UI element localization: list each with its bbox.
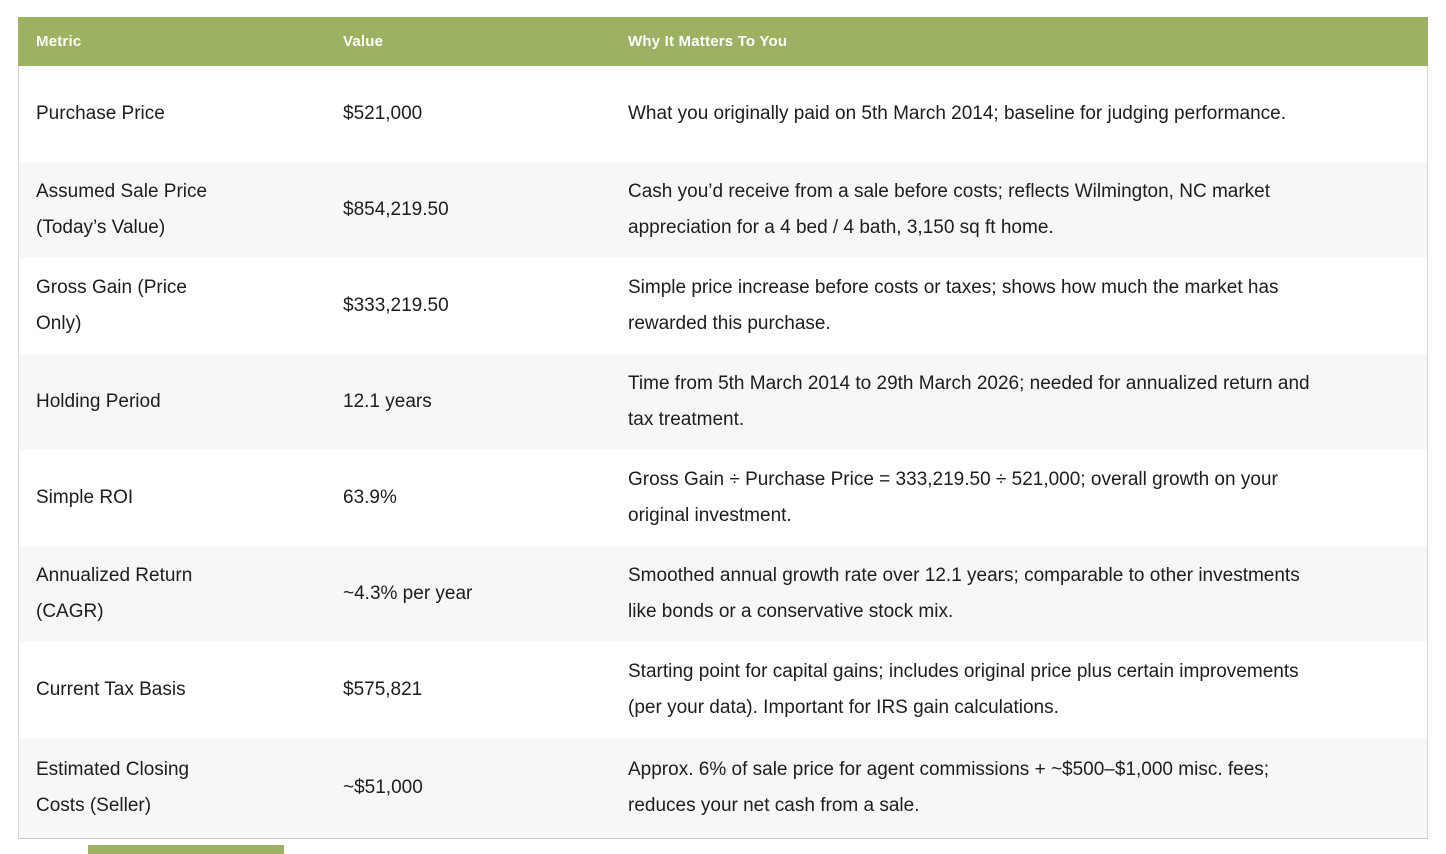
value-cell: ~$51,000 xyxy=(343,777,423,798)
table-row: Estimated Closing Costs (Seller) ~$51,00… xyxy=(18,738,1428,838)
metric-cell: Assumed Sale Price (Today’s Value) xyxy=(36,181,208,238)
why-cell: Gross Gain ÷ Purchase Price = 333,219.50… xyxy=(628,469,1278,526)
metric-cell: Simple ROI xyxy=(36,487,134,508)
why-cell: Starting point for capital gains; includ… xyxy=(628,661,1299,718)
metric-cell: Current Tax Basis xyxy=(36,679,186,700)
partial-green-bar xyxy=(88,845,284,854)
metrics-table: Metric Value Why It Matters To You Purch… xyxy=(18,17,1428,838)
column-header-why: Why It Matters To You xyxy=(610,17,1428,66)
metric-cell: Annualized Return (CAGR) xyxy=(36,565,193,622)
why-cell: Smoothed annual growth rate over 12.1 ye… xyxy=(628,565,1300,622)
value-cell: $521,000 xyxy=(343,103,423,124)
metric-cell: Estimated Closing Costs (Seller) xyxy=(36,759,190,816)
value-cell: $333,219.50 xyxy=(343,295,449,316)
table-row: Purchase Price $521,000 What you origina… xyxy=(18,66,1428,162)
value-cell: $854,219.50 xyxy=(343,199,449,220)
table-row: Current Tax Basis $575,821 Starting poin… xyxy=(18,642,1428,738)
metric-cell: Gross Gain (Price Only) xyxy=(36,277,187,334)
table-row: Annualized Return (CAGR) ~4.3% per year … xyxy=(18,546,1428,642)
table-row: Assumed Sale Price (Today’s Value) $854,… xyxy=(18,162,1428,258)
why-cell: Cash you’d receive from a sale before co… xyxy=(628,181,1271,238)
table-header: Metric Value Why It Matters To You xyxy=(18,17,1428,66)
why-cell: Simple price increase before costs or ta… xyxy=(628,277,1279,334)
column-header-metric: Metric xyxy=(18,17,325,66)
column-header-value: Value xyxy=(325,17,610,66)
header-row: Metric Value Why It Matters To You xyxy=(18,17,1428,66)
metric-cell: Purchase Price xyxy=(36,103,165,124)
value-cell: 63.9% xyxy=(343,487,397,508)
value-cell: ~4.3% per year xyxy=(343,583,473,604)
why-cell: Time from 5th March 2014 to 29th March 2… xyxy=(628,373,1310,430)
table-row: Simple ROI 63.9% Gross Gain ÷ Purchase P… xyxy=(18,450,1428,546)
why-cell: Approx. 6% of sale price for agent commi… xyxy=(628,759,1270,816)
table-row: Gross Gain (Price Only) $333,219.50 Simp… xyxy=(18,258,1428,354)
value-cell: $575,821 xyxy=(343,679,423,700)
table-row: Holding Period 12.1 years Time from 5th … xyxy=(18,354,1428,450)
value-cell: 12.1 years xyxy=(343,391,432,412)
why-cell: What you originally paid on 5th March 20… xyxy=(628,103,1286,124)
metric-cell: Holding Period xyxy=(36,391,161,412)
